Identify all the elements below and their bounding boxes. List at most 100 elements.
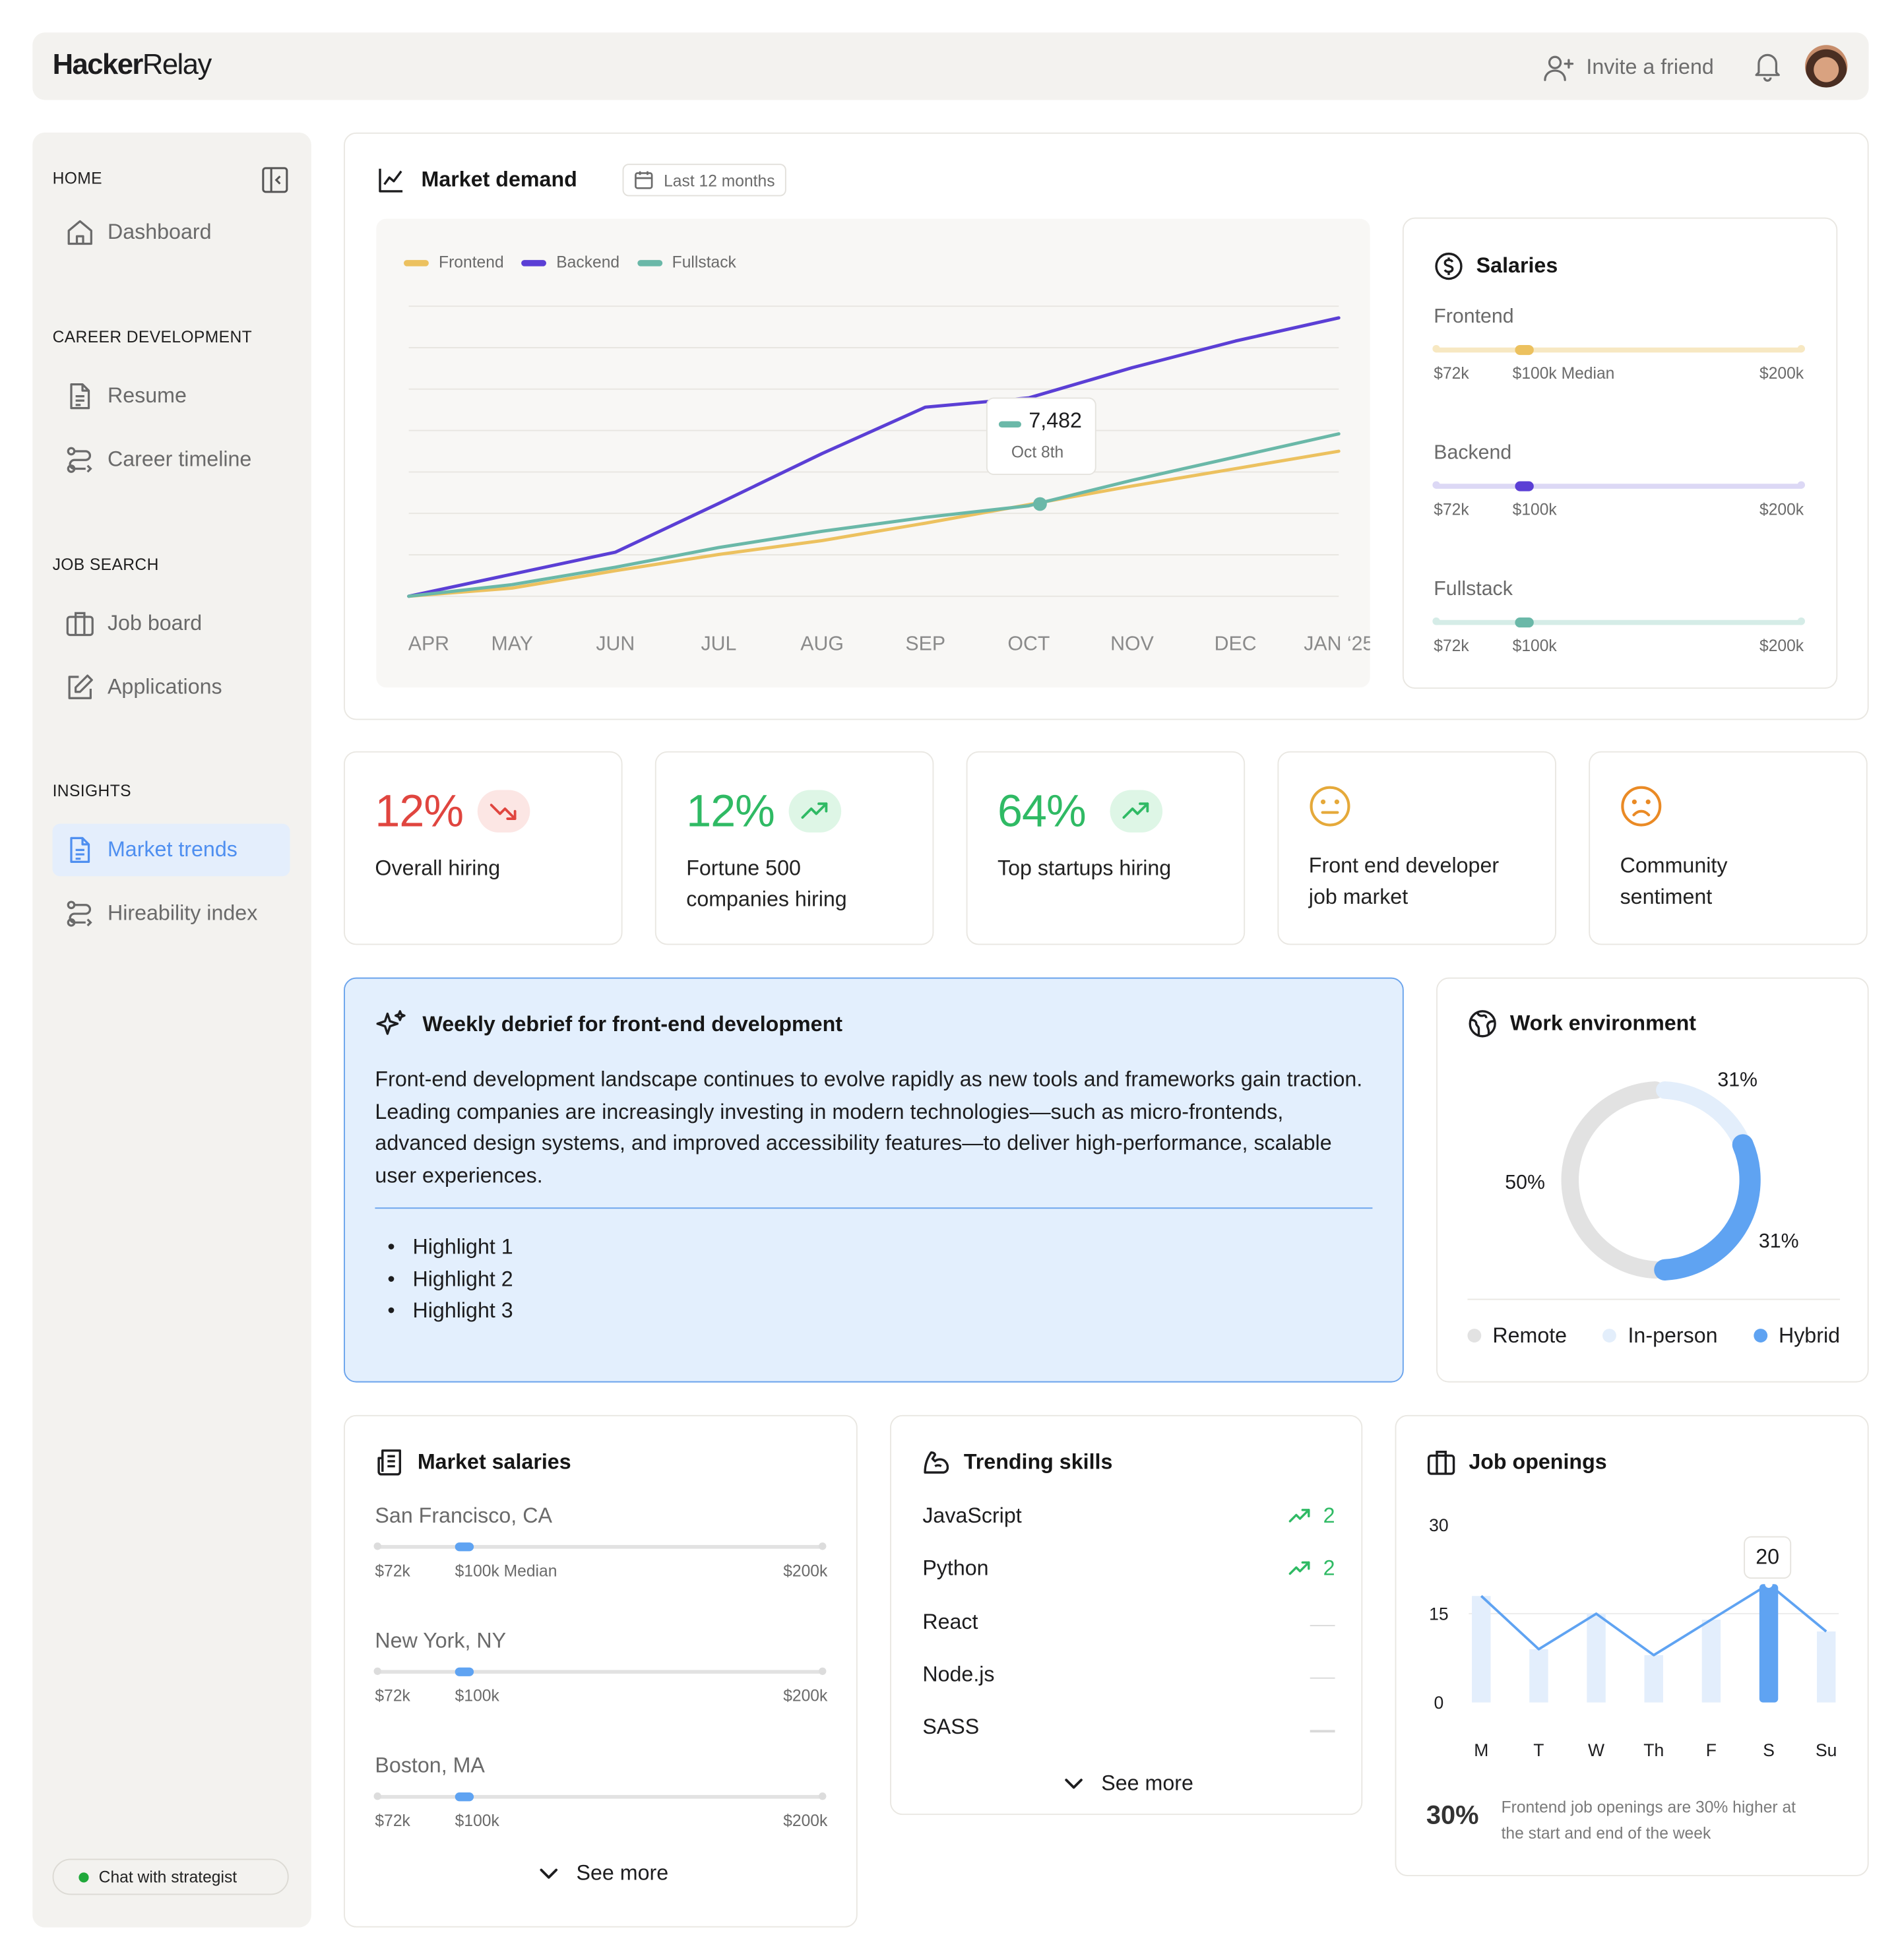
x-tick-label: Th	[1643, 1740, 1664, 1760]
bar-t[interactable]	[1529, 1649, 1548, 1703]
bar-th[interactable]	[1644, 1655, 1663, 1703]
notifications-button[interactable]	[1752, 50, 1782, 89]
see-more-button[interactable]: See more	[1063, 1771, 1193, 1796]
trending-down-icon	[490, 804, 517, 820]
median-marker	[455, 1792, 474, 1802]
bar-w[interactable]	[1587, 1614, 1606, 1703]
salary-min: $72k	[375, 1561, 410, 1580]
trending-skills-card: Trending skills JavaScript 2 Python 2 React N…	[890, 1414, 1363, 1816]
hover-point[interactable]	[1032, 497, 1047, 511]
skill-name: JavaScript	[922, 1503, 1022, 1528]
section-title-insights: INSIGHTS	[52, 781, 131, 800]
range-max-dot	[819, 1792, 827, 1800]
series-line-fullstack[interactable]	[407, 432, 1341, 598]
date-range-button[interactable]: Last 12 months	[622, 164, 786, 197]
range-min-dot	[373, 1667, 381, 1675]
sidebar-item-market-trends[interactable]: Market trends	[52, 823, 290, 877]
sidebar-item-resume[interactable]: Resume	[53, 370, 290, 423]
city-label: Boston, MA	[375, 1754, 485, 1778]
sidebar-item-career-timeline[interactable]: Career timeline	[53, 433, 290, 486]
median-marker	[1515, 617, 1535, 628]
collapse-sidebar-button[interactable]	[260, 165, 290, 201]
salary-median: $100k Median	[455, 1561, 557, 1580]
sad-face-icon	[1621, 786, 1662, 827]
sidebar-item-hireability-index[interactable]: Hireability index	[53, 887, 290, 940]
bar-s[interactable]	[1759, 1584, 1779, 1703]
sidebar-item-label: Market trends	[107, 837, 238, 862]
skill-row[interactable]: Node.js	[922, 1662, 1335, 1688]
user-avatar[interactable]	[1805, 45, 1848, 88]
median-marker	[455, 1542, 474, 1552]
stat-value: 12%	[375, 784, 464, 837]
stat-card-front-end-job-market: Front end developer job market	[1277, 751, 1556, 945]
series-line-frontend[interactable]	[407, 449, 1341, 598]
skill-name: SASS	[922, 1715, 980, 1739]
sidebar-item-label: Hireability index	[107, 901, 258, 926]
skill-row[interactable]: Python 2	[922, 1557, 1335, 1582]
range-max-dot	[819, 1542, 827, 1550]
salary-median: $100k	[455, 1686, 499, 1705]
salary-min: $72k	[375, 1686, 410, 1705]
stat-card-top-startups: 64% Top startups hiring	[966, 751, 1246, 945]
sidebar-item-label: Applications	[107, 675, 222, 699]
salary-max: $200k	[783, 1686, 828, 1705]
salary-row: Frontend $72k $100k Median $200k	[1404, 306, 1837, 406]
stat-caption: Overall hiring	[375, 856, 501, 880]
skill-row[interactable]: JavaScript 2	[922, 1503, 1335, 1529]
chat-with-strategist-button[interactable]: Chat with strategist	[52, 1858, 289, 1895]
trending-up-icon	[1288, 1562, 1310, 1575]
series-line-backend[interactable]	[407, 316, 1341, 598]
sidebar: HOME Dashboard CAREER DEVELOPMENT Resume…	[32, 132, 311, 1928]
bar-m[interactable]	[1472, 1596, 1491, 1703]
market-demand-card: Market demand Last 12 months Frontend Ba…	[344, 132, 1869, 720]
legend-item-fullstack[interactable]: Fullstack	[637, 253, 736, 271]
salary-range-track	[1434, 619, 1804, 625]
home-icon	[67, 220, 92, 245]
x-tick-label: Su	[1816, 1740, 1837, 1760]
x-tick-label: JAN ‘25	[1304, 633, 1370, 654]
salaries-header: Salaries	[1434, 251, 1558, 281]
median-marker	[455, 1667, 474, 1676]
flat-trend-dash	[1310, 1730, 1335, 1732]
x-tick-label: SEP	[905, 633, 945, 654]
donut-segment-remote[interactable]	[1561, 1081, 1664, 1279]
donut-segment-in-person[interactable]	[1656, 1081, 1750, 1148]
donut-legend: Remote In-person Hybrid	[1467, 1324, 1840, 1349]
salary-median: $100k	[1512, 636, 1557, 655]
legend-item-remote[interactable]: Remote	[1467, 1324, 1567, 1349]
sidebar-item-dashboard[interactable]: Dashboard	[53, 206, 290, 259]
x-tick-label: JUN	[596, 633, 635, 654]
sidebar-item-applications[interactable]: Applications	[53, 661, 290, 714]
dollar-circle-icon	[1435, 252, 1463, 280]
range-min-dot	[1432, 344, 1440, 353]
app-logo[interactable]: HackerRelay	[52, 47, 212, 80]
sidebar-item-label: Job board	[107, 611, 203, 635]
donut-chart: 31% 50% 31%	[1505, 1069, 1799, 1280]
legend-item-hybrid[interactable]: Hybrid	[1754, 1324, 1840, 1349]
skill-row[interactable]: React	[922, 1610, 1335, 1635]
skill-row[interactable]: SASS	[922, 1715, 1335, 1740]
legend-item-frontend[interactable]: Frontend	[404, 253, 504, 271]
see-more-label: See more	[1101, 1771, 1193, 1795]
donut-segment-hybrid[interactable]	[1654, 1134, 1761, 1280]
salary-median: $100k	[1512, 499, 1557, 519]
salaries-card: Salaries Frontend $72k $100k Median $200k Ba…	[1402, 217, 1838, 689]
work-environment-header: Work environment	[1467, 1009, 1696, 1038]
job-openings-chart: 30 15 0 M T W Th F S Su	[1429, 1515, 1839, 1760]
median-marker	[1515, 481, 1535, 491]
bar-su[interactable]	[1817, 1631, 1836, 1703]
section-title-job-search: JOB SEARCH	[52, 555, 159, 574]
legend-swatch	[637, 260, 662, 267]
median-marker	[1515, 344, 1535, 356]
sidebar-item-job-board[interactable]: Job board	[53, 598, 290, 650]
bar-f[interactable]	[1701, 1620, 1721, 1703]
chevron-down-icon	[1065, 1779, 1083, 1789]
legend-item-backend[interactable]: Backend	[521, 253, 619, 271]
x-tick-label: MAY	[491, 633, 533, 654]
invite-friend-button[interactable]: Invite a friend	[1542, 53, 1714, 82]
see-more-button[interactable]: See more	[539, 1861, 668, 1886]
range-max-dot	[819, 1667, 827, 1675]
debrief-body: Front-end development landscape continue…	[375, 1067, 1363, 1187]
highlights-list: • Highlight 1 • Highlight 2 • Highlight …	[387, 1231, 513, 1327]
legend-item-in-person[interactable]: In-person	[1602, 1324, 1718, 1349]
